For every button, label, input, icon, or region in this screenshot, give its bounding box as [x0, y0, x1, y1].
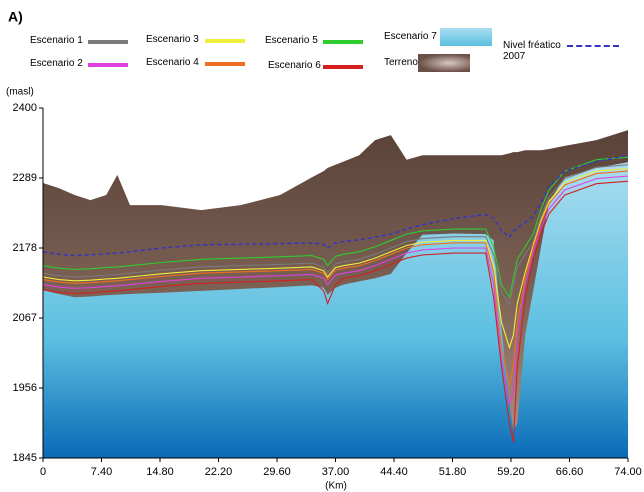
legend-swatch	[205, 39, 245, 43]
y-axis-label: (masl)	[6, 87, 34, 98]
legend-swatch	[323, 40, 363, 44]
y-tick-label: 1956	[13, 382, 37, 394]
legend-label: Nivel fréatico 2007	[503, 40, 569, 62]
legend-swatch	[205, 62, 245, 66]
legend-label: Escenario 1	[30, 35, 83, 46]
x-tick-label: 59.20	[497, 466, 525, 478]
legend-label: Escenario 2	[30, 58, 83, 69]
legend-label: Terreno	[384, 57, 418, 68]
legend-swatch	[88, 40, 128, 44]
x-tick-label: 0	[40, 466, 46, 478]
legend-label: Escenario 7	[384, 31, 437, 42]
x-tick-label: 66.60	[556, 466, 584, 478]
legend-label: Escenario 5	[265, 35, 318, 46]
legend-label: Escenario 6	[268, 60, 321, 71]
legend-label: Escenario 4	[146, 57, 199, 68]
x-axis-label: (Km)	[325, 481, 347, 492]
y-tick-label: 1845	[13, 452, 37, 464]
y-tick-label: 2067	[13, 312, 37, 324]
legend-swatch	[418, 54, 470, 72]
legend-label: Escenario 3	[146, 34, 199, 45]
chart: A) (masl) (Km) 1845 1956 2067 2178 2289 2400 0…	[0, 0, 644, 492]
x-tick-label: 22.20	[205, 466, 233, 478]
legend-swatch	[88, 63, 128, 67]
legend-swatch	[440, 28, 492, 46]
legend-swatch	[567, 45, 619, 47]
x-tick-label: 51.80	[439, 466, 467, 478]
y-tick-label: 2289	[13, 172, 37, 184]
x-tick-label: 14.80	[146, 466, 174, 478]
x-tick-label: 44.40	[380, 466, 408, 478]
x-tick-label: 7.40	[91, 466, 112, 478]
legend-swatch	[323, 65, 363, 69]
page: A) (masl) (Km) 1845 1956 2067 2178 2289 2400 0…	[0, 0, 644, 492]
x-tick-label: 29.60	[263, 466, 291, 478]
y-tick-label: 2400	[13, 102, 37, 114]
x-tick-label: 74.00	[614, 466, 642, 478]
y-tick-label: 2178	[13, 242, 37, 254]
panel-label: A)	[8, 9, 23, 25]
x-tick-label: 37.00	[322, 466, 350, 478]
